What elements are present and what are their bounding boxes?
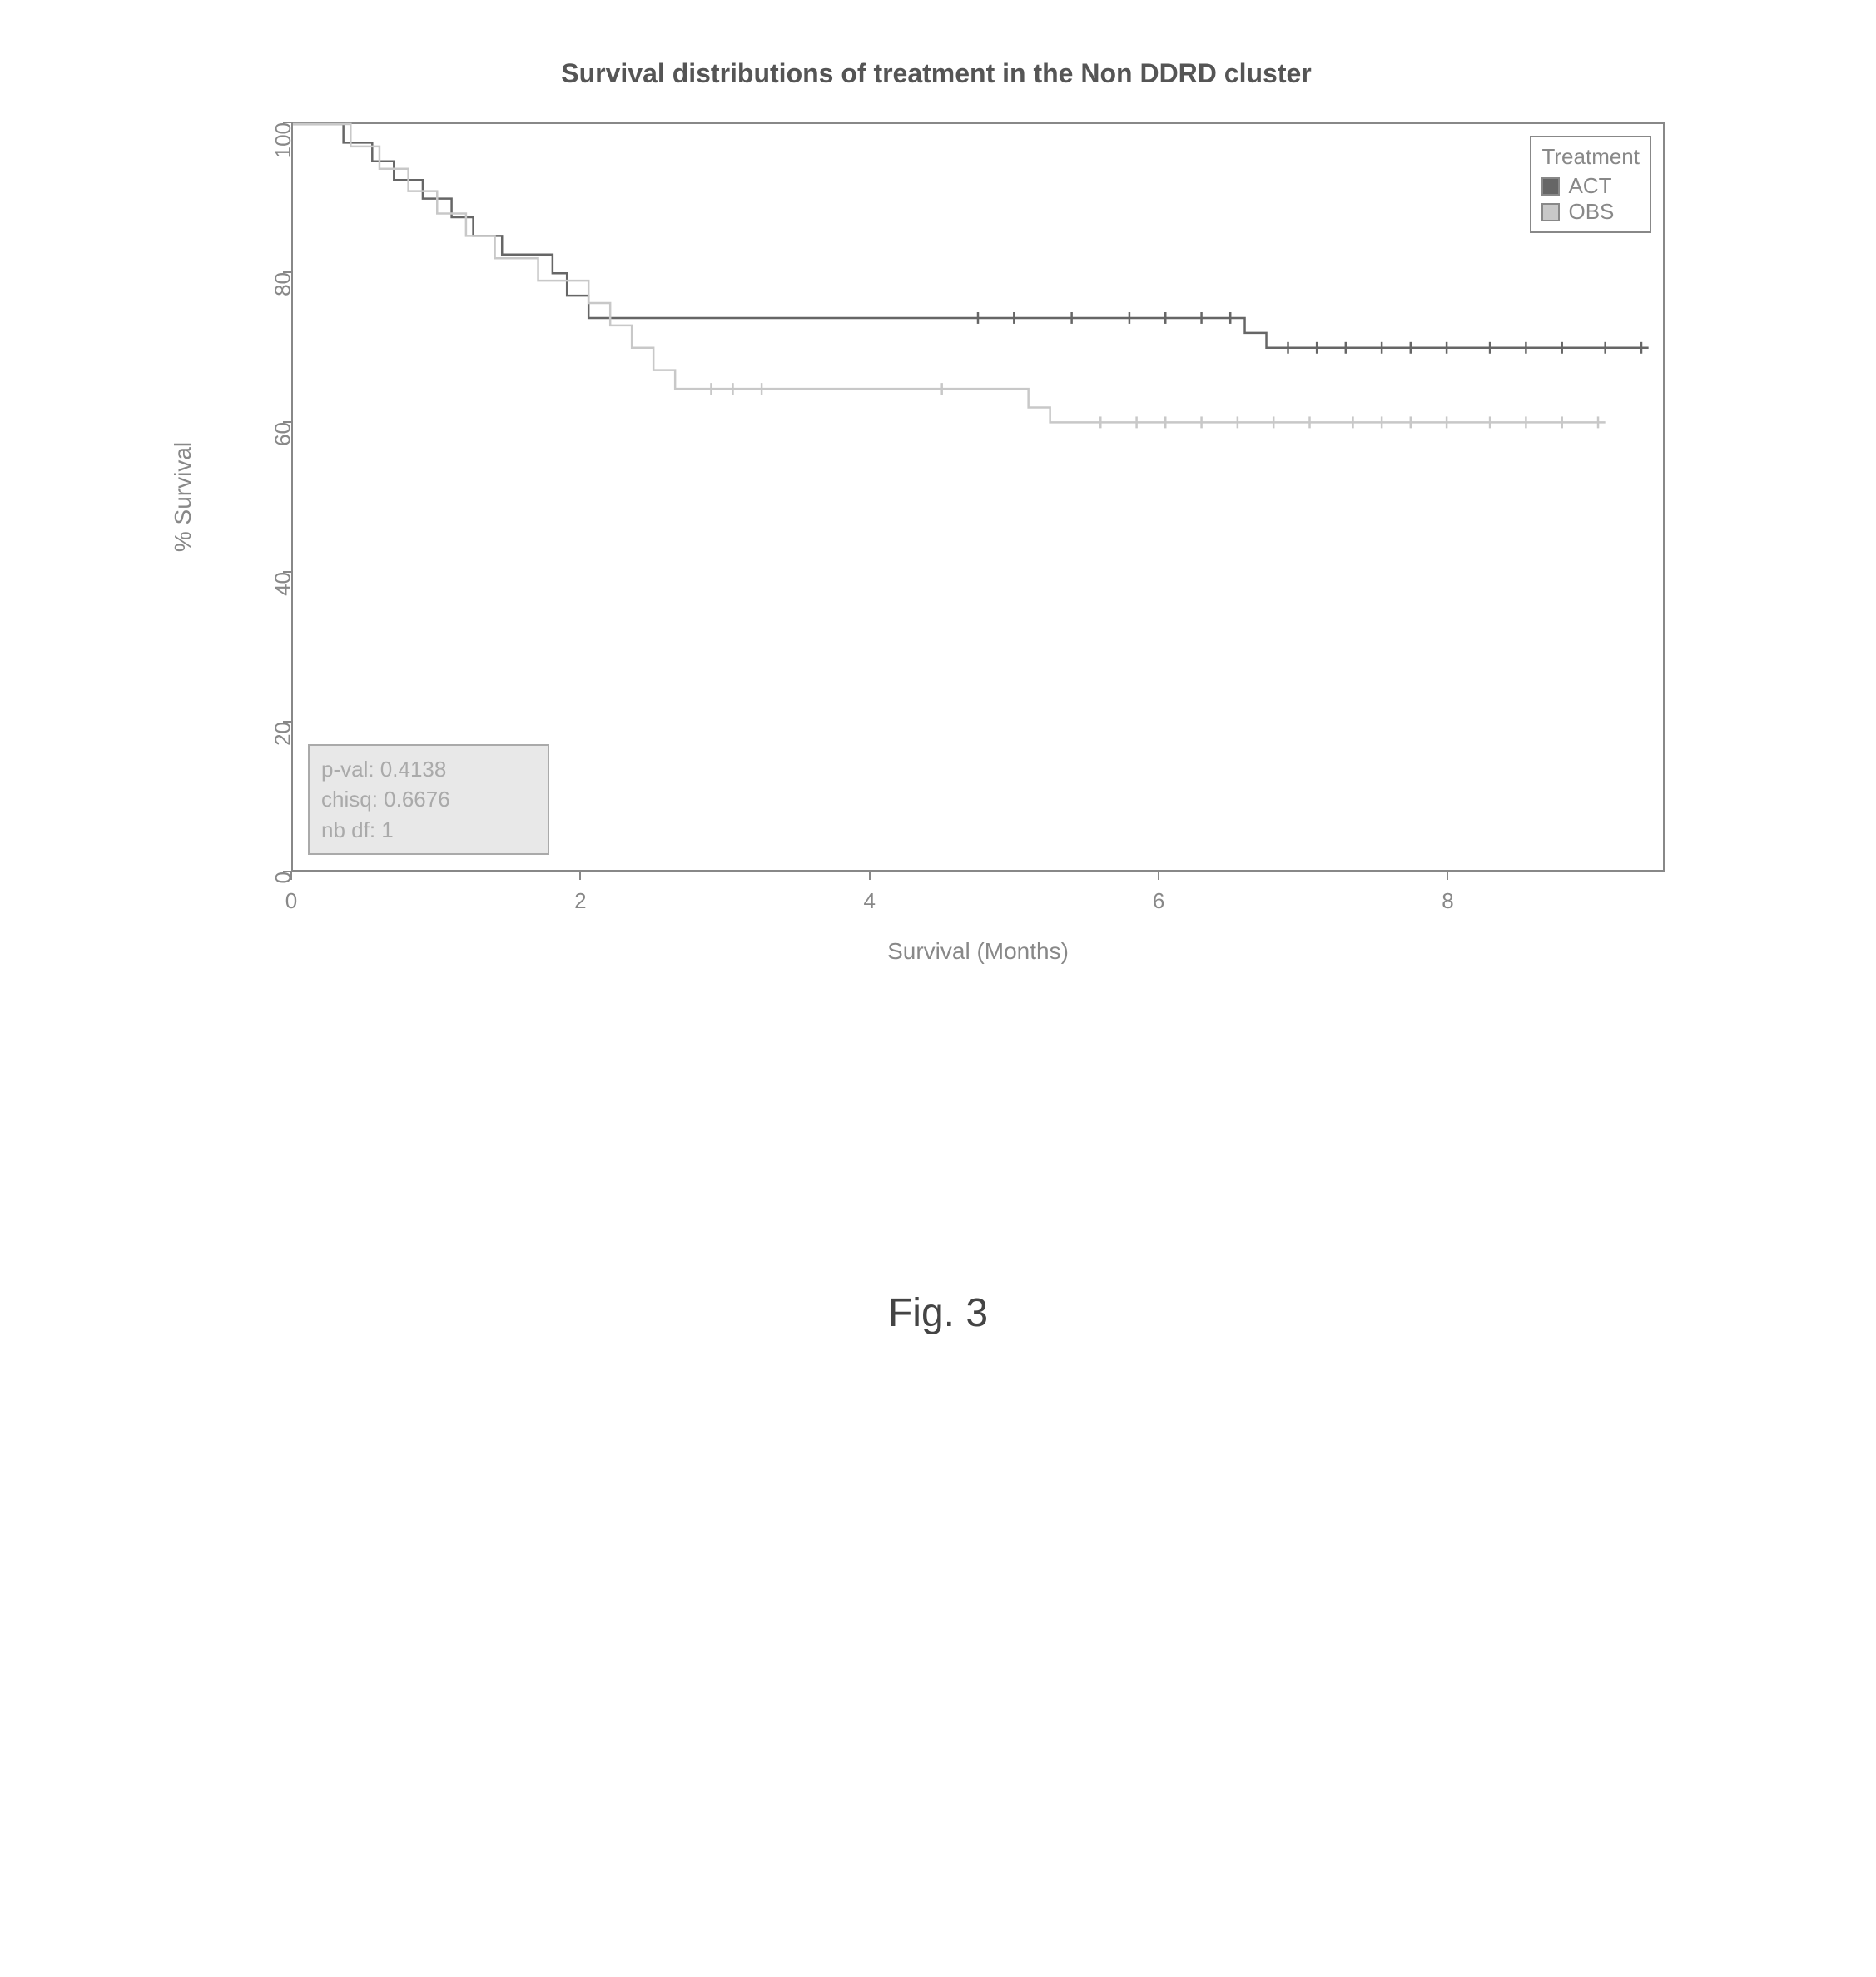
stat-line: nb df: 1 (321, 815, 536, 845)
x-tick-mark (290, 872, 292, 880)
x-tick-mark (1447, 872, 1448, 880)
survival-chart: Survival distributions of treatment in t… (166, 58, 1706, 996)
x-tick-mark (579, 872, 581, 880)
x-tick-mark (1158, 872, 1159, 880)
stat-line: chisq: 0.6676 (321, 784, 536, 814)
plot-area: Treatment ACTOBS p-val: 0.4138chisq: 0.6… (291, 122, 1665, 872)
x-tick-label: 6 (1153, 888, 1164, 914)
x-tick-label: 4 (864, 888, 876, 914)
chart-title: Survival distributions of treatment in t… (166, 58, 1706, 89)
stat-line: p-val: 0.4138 (321, 754, 536, 784)
x-axis-label: Survival (Months) (291, 938, 1665, 965)
legend-swatch (1541, 177, 1560, 196)
y-tick-mark (283, 721, 291, 723)
x-tick-label: 0 (285, 888, 297, 914)
y-axis-label: % Survival (170, 442, 196, 552)
km-line-act (293, 124, 1649, 348)
y-tick-mark (283, 421, 291, 423)
y-tick-mark (283, 271, 291, 273)
legend-title: Treatment (1541, 144, 1640, 170)
figure-label: Fig. 3 (0, 1290, 1876, 1336)
legend-item: OBS (1541, 199, 1640, 225)
legend-label: OBS (1568, 199, 1614, 225)
legend-item: ACT (1541, 173, 1640, 199)
x-tick-label: 8 (1442, 888, 1453, 914)
legend-swatch (1541, 203, 1560, 221)
km-line-obs (293, 124, 1606, 422)
legend-label: ACT (1568, 173, 1611, 199)
y-tick-mark (283, 122, 291, 123)
x-tick-label: 2 (574, 888, 586, 914)
plot-outer: % Survival 020406080100 02468 Treatment … (166, 106, 1706, 996)
y-tick-mark (283, 571, 291, 573)
x-tick-mark (869, 872, 871, 880)
stat-box: p-val: 0.4138chisq: 0.6676nb df: 1 (308, 744, 549, 855)
legend: Treatment ACTOBS (1530, 136, 1651, 233)
